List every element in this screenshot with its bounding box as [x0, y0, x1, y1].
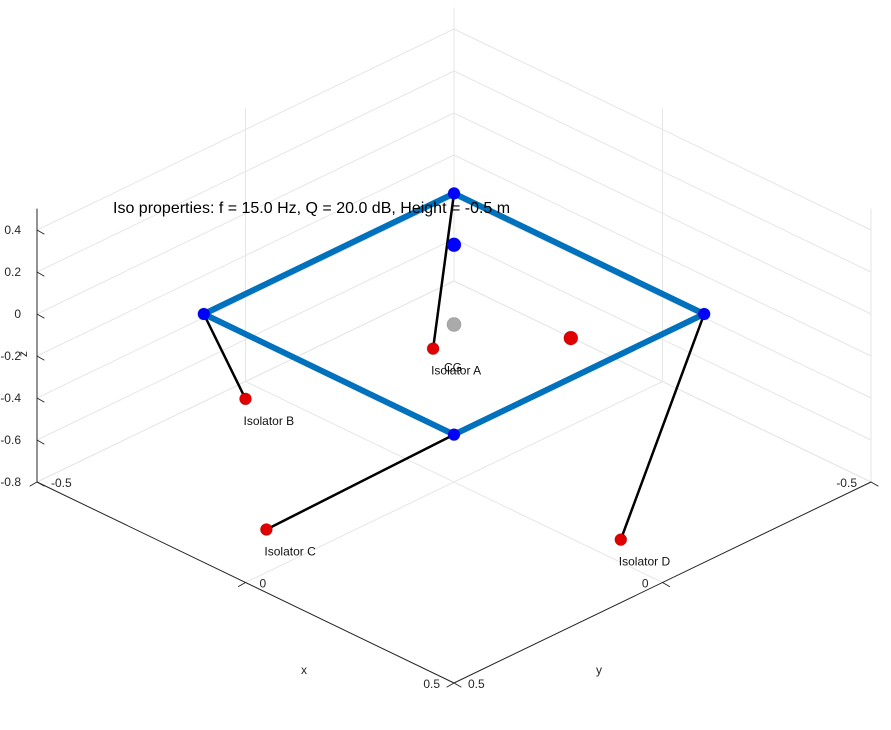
leg-lines	[202, 192, 706, 541]
isolator-leg	[202, 312, 247, 401]
frame-edges	[200, 190, 708, 438]
z-tick-label: -0.8	[0, 475, 21, 489]
z-tick-mark	[36, 313, 45, 319]
x-tick-mark	[870, 481, 879, 487]
isolator-point	[614, 533, 628, 547]
x-tick-mark	[453, 682, 462, 688]
z-tick-mark	[36, 397, 45, 403]
frame-edge	[451, 190, 708, 317]
wall-grid-line	[453, 112, 872, 315]
z-tick-mark	[36, 439, 45, 445]
wall-grid-line	[36, 28, 455, 231]
cg-label: CG	[444, 361, 462, 375]
isolator-leg	[431, 192, 456, 350]
y-tick-mark	[446, 682, 455, 688]
frame-node-point	[197, 307, 211, 321]
isolator-point	[259, 523, 273, 536]
wall-grid-line	[453, 28, 872, 231]
y-tick-label: -0.5	[51, 476, 72, 490]
y-tick-label: 0.5	[468, 677, 485, 691]
frame-edge	[451, 311, 708, 438]
wall-grid-line	[453, 196, 872, 399]
wall-grid-line	[36, 280, 455, 483]
frame-node-point	[447, 186, 461, 200]
axes-box	[29, 208, 879, 688]
wall-grid-line	[453, 154, 872, 357]
wall-grid-line	[36, 112, 455, 315]
z-axis-label: z	[16, 351, 30, 357]
z-tick-label: -0.2	[0, 349, 21, 363]
isolator-label: Isolator C	[264, 545, 316, 559]
wall-grid-line	[36, 238, 455, 441]
y-axis-label: y	[596, 663, 602, 677]
tick-labels: -0.5 0 0.5 -0.5 0 0.5 -0.8 -0.6 -0.4 -0.2 0 0.2 0.4	[0, 223, 857, 691]
y-tick-mark	[29, 481, 38, 487]
isolator-leg	[265, 433, 456, 531]
z-tick-label: -0.6	[0, 433, 21, 447]
isolator-point	[426, 342, 440, 356]
z-tick-label: 0	[14, 307, 21, 321]
isolator-leg	[619, 312, 706, 541]
y-tick-label: 0	[260, 577, 267, 591]
x-tick-label: 0.5	[423, 677, 440, 691]
isolator-label: Isolator D	[619, 555, 671, 569]
z-tick-label: -0.4	[0, 391, 21, 405]
wall-grid-line	[453, 70, 872, 273]
z-tick-label: 0.2	[4, 265, 21, 279]
wall-grid-line	[36, 154, 455, 357]
z-tick-mark	[36, 355, 45, 361]
chart-title: Iso properties: f = 15.0 Hz, Q = 20.0 dB…	[113, 200, 510, 217]
x-axis-label: x	[301, 663, 307, 677]
frame-node-point	[697, 307, 711, 321]
floor-grid-line	[245, 381, 663, 583]
x-tick-label: 0	[642, 577, 649, 591]
cg-point	[446, 317, 462, 332]
z-tick-label: 0.4	[4, 223, 21, 237]
z-tick-mark	[36, 481, 45, 487]
wall-grid-line	[453, 238, 872, 441]
x-tick-mark	[662, 582, 670, 587]
grid-lines	[36, 7, 872, 684]
point-labels: Isolator A Isolator B Isolator C Isolator D…	[244, 361, 671, 569]
wall-grid-line	[453, 280, 872, 483]
z-tick-mark	[36, 271, 45, 277]
data-points	[197, 186, 711, 547]
y-tick-mark	[238, 582, 246, 587]
wall-grid-line	[36, 196, 455, 399]
frame-edge	[200, 311, 457, 438]
isolator-point	[239, 392, 252, 406]
isolator-label: Isolator B	[244, 414, 295, 428]
x-tick-label: -0.5	[836, 476, 857, 490]
node-point	[446, 237, 462, 253]
frame-edge	[200, 190, 457, 317]
frame-node-point	[447, 428, 461, 442]
wall-grid-line	[36, 70, 455, 273]
isolator-label: Isolator A	[431, 364, 481, 378]
isolator-point	[563, 330, 579, 346]
z-tick-mark	[36, 229, 45, 235]
